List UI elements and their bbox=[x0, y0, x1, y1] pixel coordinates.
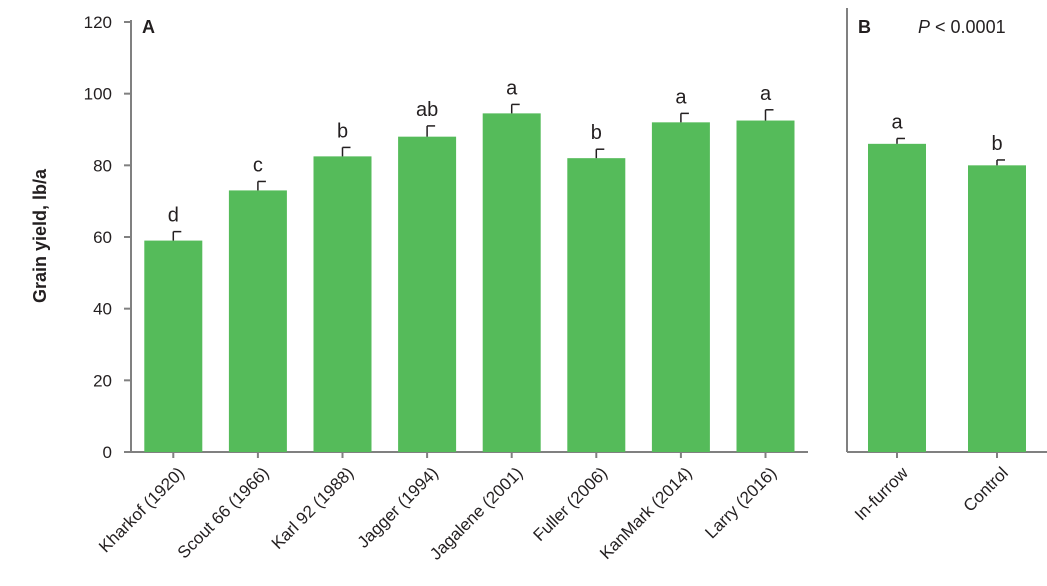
bar bbox=[651, 122, 710, 452]
x-tick-label: Larry (2016) bbox=[701, 463, 780, 542]
bar bbox=[968, 165, 1026, 453]
bar bbox=[567, 158, 626, 452]
significance-label: a bbox=[506, 77, 518, 99]
p-value-annotation: P < 0.0001 bbox=[918, 17, 1006, 37]
significance-label: ab bbox=[416, 99, 438, 121]
x-tick-label: Kharkof (1920) bbox=[95, 463, 188, 556]
p-symbol: P bbox=[918, 17, 930, 37]
y-tick-label: 0 bbox=[103, 443, 112, 462]
x-tick-label: In-furrow bbox=[851, 463, 912, 524]
x-tick-label: Karl 92 (1988) bbox=[268, 463, 358, 553]
bar bbox=[228, 190, 287, 452]
x-tick-label: Jagger (1994) bbox=[354, 463, 442, 551]
bar bbox=[482, 113, 541, 452]
y-tick-label: 120 bbox=[84, 13, 112, 32]
y-axis-label: Grain yield, lb/a bbox=[30, 168, 50, 303]
bar bbox=[868, 143, 926, 453]
significance-label: d bbox=[168, 205, 179, 227]
panel-label-b: B bbox=[858, 17, 871, 37]
x-tick-label: Control bbox=[960, 463, 1012, 515]
x-tick-label: KanMark (2014) bbox=[596, 463, 696, 563]
bar bbox=[398, 136, 457, 452]
significance-label: b bbox=[337, 120, 348, 142]
y-tick-label: 60 bbox=[93, 228, 112, 247]
p-value: < 0.0001 bbox=[930, 17, 1006, 37]
y-tick-label: 80 bbox=[93, 156, 112, 175]
significance-label: b bbox=[991, 133, 1002, 155]
x-tick-label: Jagalene (2001) bbox=[426, 463, 526, 563]
significance-label: a bbox=[760, 83, 772, 105]
bar bbox=[736, 120, 795, 453]
bar bbox=[144, 240, 203, 452]
y-tick-label: 20 bbox=[93, 371, 112, 390]
significance-label: c bbox=[253, 154, 263, 176]
x-tick-label: Scout 66 (1966) bbox=[174, 463, 273, 562]
significance-label: a bbox=[675, 86, 687, 108]
bar bbox=[313, 156, 372, 452]
bars bbox=[144, 103, 1026, 458]
significance-label: b bbox=[591, 122, 602, 144]
y-ticks: 0 20 40 60 80 100 120 bbox=[84, 13, 131, 462]
y-tick-label: 40 bbox=[93, 300, 112, 319]
significance-label: a bbox=[891, 111, 903, 133]
panel-label-a: A bbox=[142, 17, 155, 37]
x-tick-label: Fuller (2006) bbox=[530, 463, 612, 545]
y-tick-label: 100 bbox=[84, 85, 112, 104]
